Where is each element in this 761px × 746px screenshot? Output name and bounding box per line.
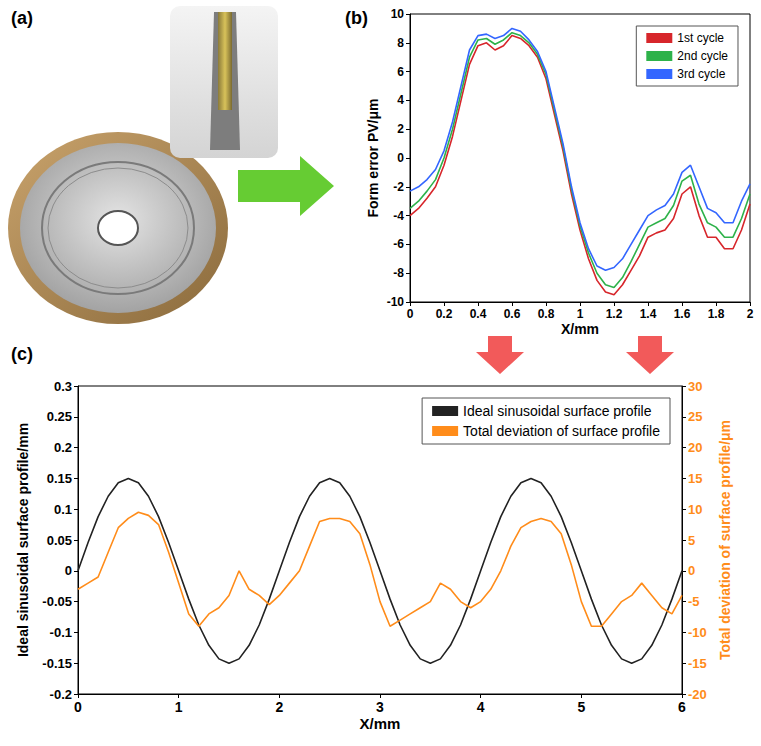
svg-text:0.3: 0.3 xyxy=(54,379,72,394)
svg-text:Total deviation of surface pro: Total deviation of surface profile/μm xyxy=(717,420,733,660)
svg-text:0: 0 xyxy=(65,563,72,578)
svg-text:X/mm: X/mm xyxy=(561,321,599,337)
svg-text:4: 4 xyxy=(477,699,485,715)
svg-text:Ideal sinusoidal surface profi: Ideal sinusoidal surface profile xyxy=(463,403,652,419)
svg-text:-5: -5 xyxy=(688,594,700,609)
svg-text:2: 2 xyxy=(275,699,283,715)
svg-text:0.2: 0.2 xyxy=(436,307,453,321)
svg-text:4: 4 xyxy=(397,93,404,107)
svg-text:3rd cycle: 3rd cycle xyxy=(677,67,725,81)
svg-text:X/mm: X/mm xyxy=(360,715,401,732)
svg-text:30: 30 xyxy=(688,379,702,394)
svg-text:-6: -6 xyxy=(393,237,404,251)
svg-text:0: 0 xyxy=(74,699,82,715)
svg-text:0.1: 0.1 xyxy=(54,502,72,517)
svg-text:-10: -10 xyxy=(688,625,707,640)
svg-text:-0.1: -0.1 xyxy=(50,625,72,640)
svg-text:-10: -10 xyxy=(387,295,405,309)
svg-text:-20: -20 xyxy=(688,687,707,702)
svg-text:0: 0 xyxy=(397,151,404,165)
svg-text:20: 20 xyxy=(688,440,702,455)
svg-text:10: 10 xyxy=(688,502,702,517)
svg-text:1.4: 1.4 xyxy=(640,307,657,321)
svg-text:5: 5 xyxy=(688,533,695,548)
svg-text:Ideal sinusoidal surface profi: Ideal sinusoidal surface profile/mm xyxy=(15,423,31,657)
svg-text:-0.15: -0.15 xyxy=(42,656,72,671)
svg-text:0.25: 0.25 xyxy=(47,409,72,424)
svg-text:6: 6 xyxy=(397,65,404,79)
svg-text:0.15: 0.15 xyxy=(47,471,72,486)
svg-text:1.2: 1.2 xyxy=(606,307,623,321)
svg-text:-2: -2 xyxy=(393,180,404,194)
svg-text:2: 2 xyxy=(747,307,754,321)
svg-text:(c): (c) xyxy=(11,344,33,364)
svg-text:3: 3 xyxy=(376,699,384,715)
svg-text:-4: -4 xyxy=(393,209,404,223)
svg-text:Form error PV/μm: Form error PV/μm xyxy=(365,98,381,217)
svg-text:5: 5 xyxy=(577,699,585,715)
svg-text:25: 25 xyxy=(688,409,702,424)
svg-text:8: 8 xyxy=(397,36,404,50)
svg-text:10: 10 xyxy=(391,7,405,21)
svg-text:0.8: 0.8 xyxy=(538,307,555,321)
svg-text:0: 0 xyxy=(688,563,695,578)
svg-text:15: 15 xyxy=(688,471,702,486)
svg-text:6: 6 xyxy=(678,699,686,715)
svg-text:2: 2 xyxy=(397,122,404,136)
svg-text:(a): (a) xyxy=(11,8,33,28)
svg-text:0.4: 0.4 xyxy=(470,307,487,321)
svg-text:0.05: 0.05 xyxy=(47,533,72,548)
svg-text:-15: -15 xyxy=(688,656,707,671)
svg-text:-0.05: -0.05 xyxy=(42,594,72,609)
svg-text:1: 1 xyxy=(175,699,183,715)
svg-text:0: 0 xyxy=(407,307,414,321)
svg-text:0.6: 0.6 xyxy=(504,307,521,321)
svg-text:1.8: 1.8 xyxy=(708,307,725,321)
svg-text:1: 1 xyxy=(577,307,584,321)
svg-text:-0.2: -0.2 xyxy=(50,687,72,702)
svg-text:1.6: 1.6 xyxy=(674,307,691,321)
svg-text:-8: -8 xyxy=(393,266,404,280)
svg-text:0.2: 0.2 xyxy=(54,440,72,455)
svg-text:1st cycle: 1st cycle xyxy=(677,31,724,45)
svg-text:2nd cycle: 2nd cycle xyxy=(677,49,728,63)
svg-text:(b): (b) xyxy=(345,8,368,28)
svg-text:Total deviation of surface pro: Total deviation of surface profile xyxy=(463,423,660,439)
